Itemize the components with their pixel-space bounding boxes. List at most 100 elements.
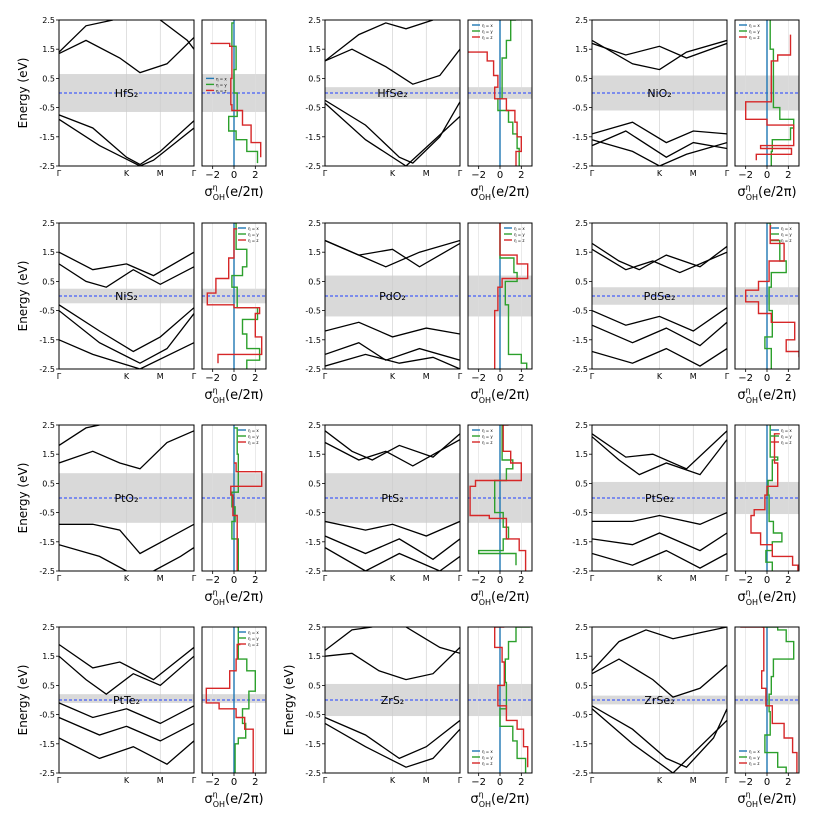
legend-label: η = x <box>482 749 493 754</box>
material-label: PdSe₂ <box>644 290 676 303</box>
legend-label: η = y <box>216 82 227 87</box>
band-line <box>592 708 727 773</box>
k-point-label: M <box>423 372 430 381</box>
band-line <box>592 42 727 59</box>
sigma-tick-label: 0 <box>231 777 237 788</box>
y-tick-label: -0.5 <box>572 509 588 518</box>
k-point-label: K <box>657 574 663 583</box>
sigma-axis-label: ση OH(e/2π) <box>204 790 263 809</box>
sigma-tick-label: 2 <box>518 575 524 586</box>
y-axis-label: Energy (eV) <box>16 261 30 332</box>
legend-label: η = x <box>749 749 760 754</box>
legend-label: η = x <box>216 76 227 81</box>
y-tick-label: -2.5 <box>39 162 55 171</box>
legend-label: η = y <box>749 29 760 34</box>
band-line <box>59 430 194 470</box>
band-line <box>592 39 727 71</box>
panel-0: 2.51.50.5-0.5-1.5-2.5Γ K M Γ −2 0 2ση OH(e/2π)E… <box>16 16 267 202</box>
y-tick-label: 1.5 <box>308 652 321 661</box>
band-line <box>592 658 727 698</box>
y-tick-label: 2.5 <box>42 623 55 632</box>
k-point-label: M <box>690 574 697 583</box>
legend-label: η = z <box>749 35 760 40</box>
material-label: PtTe₂ <box>113 694 140 707</box>
band-line <box>59 425 100 446</box>
y-tick-label: -1.5 <box>572 336 588 345</box>
k-point-label: M <box>690 776 697 785</box>
sigma-tick-label: 2 <box>785 777 791 788</box>
legend: η = xη = yη = z <box>238 630 259 647</box>
y-tick-label: -0.5 <box>39 307 55 316</box>
band-plot-frame <box>324 626 461 774</box>
band-line <box>592 549 727 569</box>
y-tick-label: 1.5 <box>575 450 588 459</box>
band-line <box>325 321 460 338</box>
band-line <box>59 702 194 725</box>
band-line <box>59 523 194 555</box>
legend-label: η = z <box>248 642 259 647</box>
y-tick-label: 1.5 <box>42 45 55 54</box>
legend-label: η = x <box>514 226 525 231</box>
legend-label: η = y <box>248 232 259 237</box>
material-label: HfS₂ <box>115 87 139 100</box>
y-tick-label: -0.5 <box>305 104 321 113</box>
legend: η = xη = yη = z <box>739 749 760 766</box>
panel-9: 2.51.50.5-0.5-1.5-2.5Γ K M Γ −2 0 2ση OH(e/2π)E… <box>16 623 267 809</box>
sigma-z-curve <box>494 627 529 768</box>
sigma-y-curve <box>234 627 256 773</box>
sigma-axis-label: ση OH(e/2π) <box>737 183 796 202</box>
y-tick-label: -2.5 <box>305 162 321 171</box>
panel-4: 2.51.50.5-0.5-1.5-2.5Γ K M Γ −2 0 2ση OH(e/2π)P… <box>305 219 533 405</box>
k-point-label: M <box>423 574 430 583</box>
y-tick-label: -2.5 <box>39 365 55 374</box>
y-tick-label: -2.5 <box>572 769 588 778</box>
y-axis-label: Energy (eV) <box>16 58 30 129</box>
band-plot-frame <box>591 424 728 572</box>
sigma-z-curve <box>206 228 263 364</box>
band-line <box>592 436 727 476</box>
band-line <box>59 304 194 353</box>
sigma-axis-label: ση OH(e/2π) <box>204 386 263 405</box>
y-tick-label: 2.5 <box>308 16 321 25</box>
band-line <box>59 251 194 277</box>
legend: η = xη = yη = z <box>739 23 760 40</box>
band-line <box>592 130 727 158</box>
band-plot-frame <box>58 19 195 167</box>
y-tick-label: 0.5 <box>575 277 588 286</box>
legend: η = xη = yη = z <box>771 226 792 243</box>
sigma-tick-label: −2 <box>205 575 220 586</box>
k-point-label: Γ <box>57 169 62 178</box>
y-tick-label: 0.5 <box>308 681 321 690</box>
band-plot-frame <box>58 626 195 774</box>
legend-label: η = y <box>781 434 792 439</box>
k-point-label: K <box>657 169 663 178</box>
y-tick-label: -1.5 <box>305 133 321 142</box>
sigma-axis-label: ση OH(e/2π) <box>737 386 796 405</box>
band-plot-frame <box>591 19 728 167</box>
y-tick-label: 2.5 <box>575 623 588 632</box>
band-line <box>325 353 460 369</box>
sigma-tick-label: −2 <box>738 777 753 788</box>
y-tick-label: -1.5 <box>39 538 55 547</box>
y-tick-label: -2.5 <box>572 365 588 374</box>
legend-label: η = x <box>248 630 259 635</box>
sigma-tick-label: 0 <box>764 170 770 181</box>
legend-label: η = x <box>781 428 792 433</box>
band-line <box>592 121 727 144</box>
material-label: NiS₂ <box>115 290 138 303</box>
y-tick-label: -1.5 <box>572 740 588 749</box>
band-line <box>325 48 460 85</box>
sigma-tick-label: 2 <box>252 777 258 788</box>
y-tick-label: 2.5 <box>42 421 55 430</box>
y-tick-label: -0.5 <box>572 307 588 316</box>
sigma-tick-label: −2 <box>471 575 486 586</box>
legend: η = xη = yη = z <box>771 428 792 445</box>
sigma-axis-label: ση OH(e/2π) <box>204 588 263 607</box>
legend: η = xη = yη = z <box>206 76 227 93</box>
sigma-tick-label: −2 <box>205 777 220 788</box>
legend-label: η = z <box>514 238 525 243</box>
k-point-label: Γ <box>458 776 463 785</box>
legend: η = xη = yη = z <box>238 226 259 243</box>
legend-label: η = y <box>248 434 259 439</box>
sigma-tick-label: 2 <box>518 170 524 181</box>
